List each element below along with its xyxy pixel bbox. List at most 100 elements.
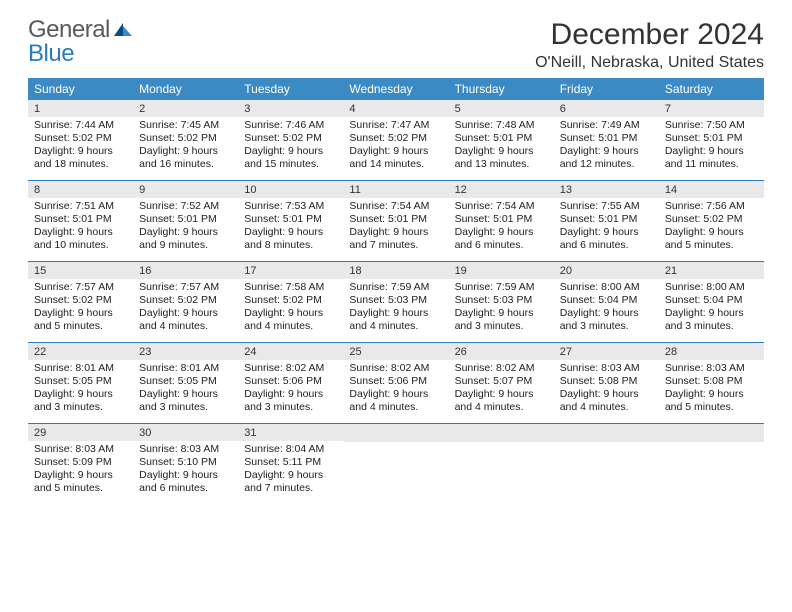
day-cell: 2Sunrise: 7:45 AMSunset: 5:02 PMDaylight… (133, 100, 238, 180)
sunrise-line: Sunrise: 8:03 AM (665, 362, 758, 375)
sunset-line: Sunset: 5:09 PM (34, 456, 127, 469)
day-cell: 17 Sunrise: 7:58 AMSunset: 5:02 PMDayligh… (238, 262, 343, 342)
logo: GeneralBlue (28, 18, 135, 66)
day-number: 15 (28, 262, 133, 279)
day-cell: 13Sunrise: 7:55 AMSunset: 5:01 PMDayligh… (554, 181, 659, 261)
day-details: Sunrise: 7:47 AMSunset: 5:02 PMDaylight:… (343, 117, 448, 178)
sunset-line: Sunset: 5:06 PM (244, 375, 337, 388)
sunset-line: Sunset: 5:01 PM (139, 213, 232, 226)
sunrise-line: Sunrise: 8:02 AM (244, 362, 337, 375)
sunrise-line: Sunrise: 8:04 AM (244, 443, 337, 456)
sunrise-line: Sunrise: 7:49 AM (560, 119, 653, 132)
logo-sail-icon (113, 18, 133, 42)
day-details: Sunrise: 8:03 AMSunset: 5:10 PMDaylight:… (133, 441, 238, 502)
day-details: Sunrise: 7:51 AMSunset: 5:01 PMDaylight:… (28, 198, 133, 259)
sunset-line: Sunset: 5:11 PM (244, 456, 337, 469)
sunrise-line: Sunrise: 7:57 AM (139, 281, 232, 294)
day-number: 12 (449, 181, 554, 198)
dow-cell: Friday (554, 78, 659, 100)
day-cell: 23Sunrise: 8:01 AMSunset: 5:05 PMDayligh… (133, 343, 238, 423)
day-cell: 19Sunrise: 7:59 AMSunset: 5:03 PMDayligh… (449, 262, 554, 342)
sunrise-line: Sunrise: 7:54 AM (455, 200, 548, 213)
day-number: 8 (28, 181, 133, 198)
day-cell: 12 Sunrise: 7:54 AMSunset: 5:01 PMDayligh… (449, 181, 554, 261)
sunset-line: Sunset: 5:01 PM (665, 132, 758, 145)
sunset-line: Sunset: 5:07 PM (455, 375, 548, 388)
day-details: Sunrise: 8:02 AMSunset: 5:07 PMDaylight:… (449, 360, 554, 421)
daylight-line: Daylight: 9 hours and 15 minutes. (244, 145, 337, 171)
day-number: 20 (554, 262, 659, 279)
day-number: 2 (133, 100, 238, 117)
sunset-line: Sunset: 5:02 PM (244, 132, 337, 145)
daylight-line: Daylight: 9 hours and 11 minutes. (665, 145, 758, 171)
sunset-line: Sunset: 5:01 PM (455, 213, 548, 226)
sunset-line: Sunset: 5:02 PM (665, 213, 758, 226)
day-details: Sunrise: 8:02 AMSunset: 5:06 PMDaylight:… (343, 360, 448, 421)
day-cell: 25Sunrise: 8:02 AMSunset: 5:06 PMDayligh… (343, 343, 448, 423)
day-number: 6 (554, 100, 659, 117)
sunset-line: Sunset: 5:04 PM (560, 294, 653, 307)
location-text: O'Neill, Nebraska, United States (535, 54, 764, 72)
week-row: 15Sunrise: 7:57 AMSunset: 5:02 PMDayligh… (28, 262, 764, 343)
sunrise-line: Sunrise: 8:01 AM (139, 362, 232, 375)
dow-cell: Monday (133, 78, 238, 100)
day-details: Sunrise: 7:49 AMSunset: 5:01 PMDaylight:… (554, 117, 659, 178)
day-details: Sunrise: 7:52 AMSunset: 5:01 PMDaylight:… (133, 198, 238, 259)
daylight-line: Daylight: 9 hours and 4 minutes. (560, 388, 653, 414)
week-row: 29Sunrise: 8:03 AMSunset: 5:09 PMDayligh… (28, 424, 764, 504)
daylight-line: Daylight: 9 hours and 4 minutes. (139, 307, 232, 333)
sunset-line: Sunset: 5:02 PM (139, 132, 232, 145)
sunset-line: Sunset: 5:02 PM (244, 294, 337, 307)
day-cell: 9Sunrise: 7:52 AMSunset: 5:01 PMDaylight… (133, 181, 238, 261)
day-details: Sunrise: 7:46 AMSunset: 5:02 PMDaylight:… (238, 117, 343, 178)
day-details: Sunrise: 8:03 AMSunset: 5:09 PMDaylight:… (28, 441, 133, 502)
day-cell: 31Sunrise: 8:04 AMSunset: 5:11 PMDayligh… (238, 424, 343, 504)
sunrise-line: Sunrise: 7:50 AM (665, 119, 758, 132)
sunset-line: Sunset: 5:01 PM (349, 213, 442, 226)
week-row: 8Sunrise: 7:51 AMSunset: 5:01 PMDaylight… (28, 181, 764, 262)
day-number: 23 (133, 343, 238, 360)
day-details: Sunrise: 8:01 AMSunset: 5:05 PMDaylight:… (133, 360, 238, 421)
page: GeneralBlue December 2024 O'Neill, Nebra… (0, 0, 792, 504)
day-cell: 14Sunrise: 7:56 AMSunset: 5:02 PMDayligh… (659, 181, 764, 261)
daylight-line: Daylight: 9 hours and 3 minutes. (560, 307, 653, 333)
day-number: 11 (343, 181, 448, 198)
daylight-line: Daylight: 9 hours and 3 minutes. (34, 388, 127, 414)
daylight-line: Daylight: 9 hours and 16 minutes. (139, 145, 232, 171)
day-details: Sunrise: 8:04 AMSunset: 5:11 PMDaylight:… (238, 441, 343, 502)
daylight-line: Daylight: 9 hours and 13 minutes. (455, 145, 548, 171)
sunrise-line: Sunrise: 8:00 AM (560, 281, 653, 294)
sunset-line: Sunset: 5:02 PM (34, 294, 127, 307)
empty-day-head (659, 424, 764, 442)
daylight-line: Daylight: 9 hours and 12 minutes. (560, 145, 653, 171)
day-details: Sunrise: 8:00 AMSunset: 5:04 PMDaylight:… (659, 279, 764, 340)
daylight-line: Daylight: 9 hours and 5 minutes. (665, 226, 758, 252)
day-cell: 5Sunrise: 7:48 AMSunset: 5:01 PMDaylight… (449, 100, 554, 180)
empty-day-head (343, 424, 448, 442)
sunrise-line: Sunrise: 7:58 AM (244, 281, 337, 294)
logo-word2: Blue (28, 40, 74, 67)
sunrise-line: Sunrise: 8:01 AM (34, 362, 127, 375)
sunset-line: Sunset: 5:06 PM (349, 375, 442, 388)
daylight-line: Daylight: 9 hours and 4 minutes. (244, 307, 337, 333)
day-number: 29 (28, 424, 133, 441)
day-cell: 3Sunrise: 7:46 AMSunset: 5:02 PMDaylight… (238, 100, 343, 180)
day-cell: 21Sunrise: 8:00 AMSunset: 5:04 PMDayligh… (659, 262, 764, 342)
day-number: 16 (133, 262, 238, 279)
day-number: 17 (238, 262, 343, 279)
sunset-line: Sunset: 5:08 PM (665, 375, 758, 388)
day-details: Sunrise: 7:57 AMSunset: 5:02 PMDaylight:… (133, 279, 238, 340)
daylight-line: Daylight: 9 hours and 14 minutes. (349, 145, 442, 171)
sunrise-line: Sunrise: 7:46 AM (244, 119, 337, 132)
day-number: 3 (238, 100, 343, 117)
sunset-line: Sunset: 5:04 PM (665, 294, 758, 307)
day-cell: 22Sunrise: 8:01 AMSunset: 5:05 PMDayligh… (28, 343, 133, 423)
daylight-line: Daylight: 9 hours and 5 minutes. (34, 469, 127, 495)
day-details: Sunrise: 7:44 AMSunset: 5:02 PMDaylight:… (28, 117, 133, 178)
day-cell: 1Sunrise: 7:44 AMSunset: 5:02 PMDaylight… (28, 100, 133, 180)
dow-cell: Thursday (449, 78, 554, 100)
daylight-line: Daylight: 9 hours and 6 minutes. (455, 226, 548, 252)
daylight-line: Daylight: 9 hours and 5 minutes. (665, 388, 758, 414)
day-details: Sunrise: 7:55 AMSunset: 5:01 PMDaylight:… (554, 198, 659, 259)
dow-cell: Wednesday (343, 78, 448, 100)
